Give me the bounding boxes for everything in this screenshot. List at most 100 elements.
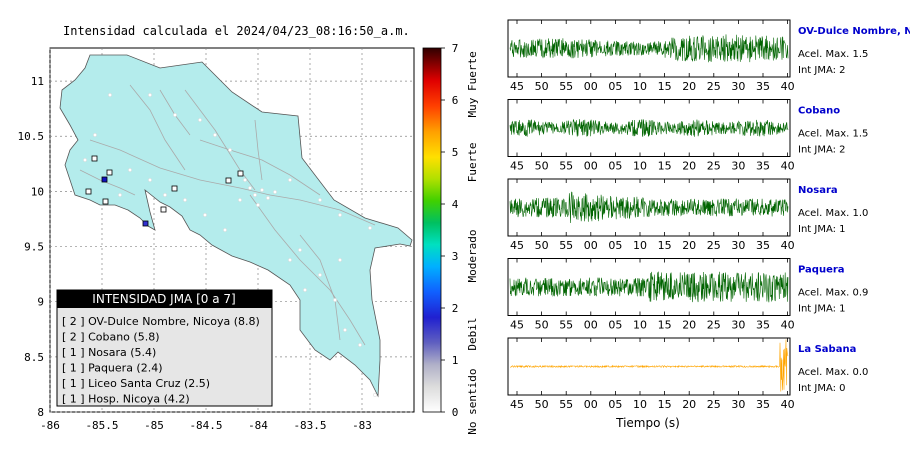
map-y-tick-label: 9.5	[24, 241, 44, 254]
colorbar-tick-label: 0	[452, 406, 459, 419]
waveform-station-name: OV-Dulce Nombre, Nicoya	[798, 26, 910, 37]
legend-item: [ 1 ] Nosara (5.4)	[62, 346, 156, 359]
city-dot	[128, 168, 132, 172]
waveform-tick-label: 50	[535, 80, 549, 93]
map-title: Intensidad calculada el 2024/04/23_08:16…	[63, 24, 410, 38]
waveform-tick-label: 10	[633, 239, 647, 252]
waveform-station-name: Cobano	[798, 106, 840, 117]
waveform-tick-label: 55	[559, 319, 573, 332]
legend-item: [ 1 ] Paquera (2.4)	[62, 362, 163, 375]
intensity-legend: INTENSIDAD JMA [0 a 7] [ 2 ] OV-Dulce No…	[56, 289, 273, 407]
station-marker	[160, 206, 167, 213]
waveform-tick-label: 20	[682, 398, 696, 411]
waveform-tick-label: 15	[658, 160, 672, 173]
city-dot	[223, 228, 227, 232]
waveform-tick-label: 40	[781, 160, 795, 173]
city-dot	[303, 288, 307, 292]
waveform-tick-label: 45	[510, 319, 524, 332]
colorbar-category-label: Debil	[466, 317, 479, 350]
map-x-tick-label: -86	[40, 419, 60, 432]
city-dot	[358, 343, 362, 347]
city-dot	[373, 393, 377, 397]
city-dot	[318, 198, 322, 202]
waveform-tick-label: 10	[633, 160, 647, 173]
waveform-tick-label: 00	[584, 239, 598, 252]
station-marker	[85, 188, 92, 195]
legend-item: [ 1 ] Hosp. Nicoya (4.2)	[62, 393, 190, 406]
legend-item: [ 1 ] Liceo Santa Cruz (2.5)	[62, 377, 210, 390]
waveform-tick-label: 50	[535, 398, 549, 411]
waveform-tick-label: 05	[608, 239, 622, 252]
waveform-int-label: Int JMA: 1	[798, 224, 846, 235]
city-dot	[248, 186, 252, 190]
waveform-tick-label: 20	[682, 80, 696, 93]
waveform-trace	[509, 271, 789, 303]
waveform-tick-label: 00	[584, 398, 598, 411]
waveform-tick-label: 55	[559, 80, 573, 93]
waveform-tick-label: 20	[682, 160, 696, 173]
waveform-panel: 45 50 55 00 05 10 15 20 25 30 35 40 Cobano Acel. Max.…	[507, 99, 868, 173]
waveform-tick-label: 05	[608, 398, 622, 411]
waveform-tick-label: 25	[707, 319, 721, 332]
waveform-tick-label: 40	[781, 319, 795, 332]
colorbar-tick-label: 5	[452, 146, 459, 159]
map-x-tick-label: -84	[248, 419, 268, 432]
waveform-tick-label: 55	[559, 239, 573, 252]
waveform-tick-label: 30	[731, 319, 745, 332]
city-dot	[333, 298, 337, 302]
colorbar-tick-label: 7	[452, 42, 459, 55]
waveform-tick-label: 25	[707, 398, 721, 411]
waveform-trace	[509, 191, 789, 224]
waveform-tick-label: 35	[756, 160, 770, 173]
station-marker	[142, 220, 149, 227]
waveform-station-name: Nosara	[798, 185, 838, 196]
waveform-tick-label: 25	[707, 239, 721, 252]
waveform-tick-label: 45	[510, 80, 524, 93]
colorbar-category-label: Fuerte	[466, 143, 479, 183]
waveform-panels: 45 50 55 00 05 10 15 20 25 30 35 40 OV-Dulce Nombre,…	[507, 19, 910, 411]
city-dots	[83, 93, 377, 397]
legend-item: [ 2 ] Cobano (5.8)	[62, 331, 159, 344]
waveform-tick-label: 15	[658, 398, 672, 411]
station-marker	[171, 185, 178, 192]
waveform-tick-label: 10	[633, 319, 647, 332]
waveform-panel: 45 50 55 00 05 10 15 20 25 30 35 40 La Sabana Acel. M…	[507, 337, 868, 411]
waveform-tick-label: 00	[584, 319, 598, 332]
waveform-tick-label: 25	[707, 80, 721, 93]
waveform-tick-label: 15	[658, 239, 672, 252]
city-dot	[93, 133, 97, 137]
waveform-int-label: Int JMA: 2	[798, 65, 846, 76]
city-dot	[198, 118, 202, 122]
waveform-tick-label: 05	[608, 319, 622, 332]
waveform-tick-label: 50	[535, 239, 549, 252]
waveform-tick-label: 35	[756, 80, 770, 93]
city-dot	[108, 93, 112, 97]
waveform-tick-label: 45	[510, 160, 524, 173]
city-dot	[338, 213, 342, 217]
waveform-panel: 45 50 55 00 05 10 15 20 25 30 35 40 Paquera Acel. Max…	[507, 258, 868, 332]
waveform-acel-label: Acel. Max. 0.9	[798, 288, 868, 299]
waveform-tick-label: 15	[658, 80, 672, 93]
waveform-acel-label: Acel. Max. 1.5	[798, 129, 868, 140]
city-dot	[288, 258, 292, 262]
waveform-tick-label: 30	[731, 398, 745, 411]
city-dot	[253, 193, 257, 197]
colorbar-tick-label: 1	[452, 354, 459, 367]
station-marker	[237, 170, 244, 177]
waveform-tick-label: 50	[535, 160, 549, 173]
waveform-trace	[509, 34, 789, 63]
map-y-tick-label: 8.5	[24, 351, 44, 364]
city-dot	[203, 213, 207, 217]
waveform-trace	[509, 118, 789, 138]
waveform-int-label: Int JMA: 0	[798, 383, 846, 394]
waveform-tick-label: 40	[781, 398, 795, 411]
waveform-tick-label: 20	[682, 319, 696, 332]
map-x-tick-label: -85.5	[85, 419, 118, 432]
waveform-tick-label: 40	[781, 239, 795, 252]
station-marker	[106, 169, 113, 176]
waveform-tick-label: 55	[559, 160, 573, 173]
colorbar-category-label: Muy Fuerte	[466, 51, 479, 117]
map-x-tick-label: -83.5	[293, 419, 326, 432]
waveform-trace	[510, 339, 789, 392]
waveform-station-name: La Sabana	[798, 344, 856, 355]
